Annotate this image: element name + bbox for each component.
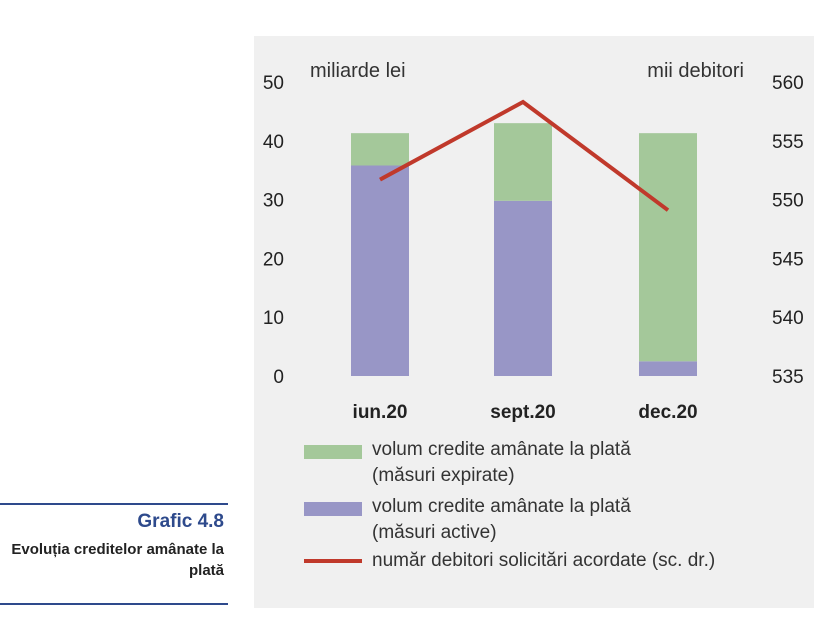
bar-segment — [494, 200, 552, 376]
figure-caption: Grafic 4.8 Evoluția creditelor amânate l… — [0, 503, 228, 605]
bar-segment — [639, 361, 697, 376]
right-tick-label: 560 — [772, 73, 804, 94]
left-tick-label: 40 — [263, 132, 284, 153]
left-tick-label: 20 — [263, 249, 284, 270]
right-tick-label: 550 — [772, 191, 804, 212]
caption-title: Grafic 4.8 — [137, 511, 224, 532]
x-axis-labels: iun.20 sept.20 dec.20 — [353, 402, 698, 423]
left-tick-label: 50 — [263, 73, 284, 94]
bar-segment — [351, 133, 409, 166]
caption-subtitle: Evoluția creditelor amânate la plată — [11, 541, 224, 579]
legend-label: număr debitori solicitări acordate (sc. … — [372, 550, 715, 571]
left-tick-label: 10 — [263, 308, 284, 329]
legend-swatch — [304, 502, 362, 516]
right-axis-ticks: 535 540 545 550 555 560 — [772, 73, 804, 388]
left-axis-ticks: 0 10 20 30 40 50 — [263, 73, 284, 388]
left-tick-label: 0 — [273, 367, 284, 388]
caption-top-rule — [0, 503, 228, 505]
legend-label-line2: (măsuri active) — [372, 522, 497, 543]
line-path — [379, 99, 670, 212]
legend-swatch — [304, 445, 362, 459]
right-tick-label: 555 — [772, 132, 804, 153]
bar-segment — [639, 133, 697, 362]
left-tick-label: 30 — [263, 191, 284, 212]
bar-segment — [351, 165, 409, 376]
x-tick-label: iun.20 — [353, 402, 408, 423]
legend: volum credite amânate la plată (măsuri ex… — [304, 439, 715, 571]
legend-label: volum credite amânate la plată — [372, 496, 631, 517]
x-tick-label: dec.20 — [638, 402, 697, 423]
bar-segment — [494, 123, 552, 201]
left-axis-label: miliarde lei — [310, 60, 406, 82]
legend-label-line2: (măsuri expirate) — [372, 465, 515, 486]
x-tick-label: sept.20 — [490, 402, 555, 423]
legend-label: volum credite amânate la plată — [372, 439, 631, 460]
right-tick-label: 535 — [772, 367, 804, 388]
line-series — [379, 99, 670, 212]
bars — [351, 123, 697, 376]
right-tick-label: 545 — [772, 249, 804, 270]
right-tick-label: 540 — [772, 308, 804, 329]
right-axis-label: mii debitori — [647, 60, 744, 82]
caption-bottom-rule — [0, 603, 228, 605]
